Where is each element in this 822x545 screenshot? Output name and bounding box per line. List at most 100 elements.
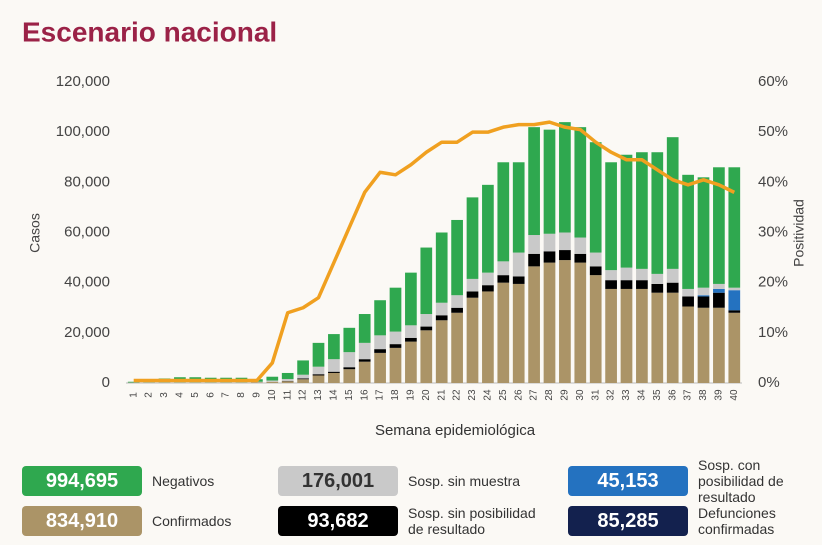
y-tick-label: 120,000 xyxy=(56,73,110,90)
bar-segment xyxy=(713,167,725,284)
bar-segment xyxy=(589,275,602,383)
bar-segment xyxy=(266,381,279,383)
x-axis-label: Semana epidemiológica xyxy=(375,422,536,439)
bar-segment xyxy=(636,280,648,289)
bar-segment xyxy=(728,167,741,288)
bar-segment xyxy=(312,342,325,367)
legend-total: 834,910 xyxy=(22,506,142,536)
bar-segment xyxy=(574,253,587,263)
legend-label: Negativos xyxy=(152,473,215,489)
bar-segment xyxy=(528,127,540,236)
bar-segment xyxy=(713,292,725,308)
bar-segment xyxy=(297,378,309,380)
bar-segment xyxy=(158,382,171,383)
bar-segment xyxy=(312,366,325,375)
x-tick-label: 17 xyxy=(375,389,386,401)
bar-segment xyxy=(589,142,602,253)
y-tick-label: 100,000 xyxy=(56,123,110,140)
x-tick-label: 32 xyxy=(606,389,617,401)
bar-segment xyxy=(651,283,664,293)
bar-segment xyxy=(497,275,510,283)
x-tick-label: 23 xyxy=(467,389,478,401)
positivity-line xyxy=(133,120,736,383)
legend-total: 994,695 xyxy=(22,466,142,496)
bar-segment xyxy=(405,325,417,338)
bar-segment xyxy=(543,262,556,383)
x-tick-label: 19 xyxy=(406,389,417,401)
bar-segment xyxy=(343,367,356,370)
x-tick-label: 34 xyxy=(637,389,648,401)
bar-segment xyxy=(636,152,648,269)
x-tick-label: 11 xyxy=(282,389,293,400)
bar-segment xyxy=(297,379,309,383)
bar-segment xyxy=(697,177,710,288)
x-tick-label: 1 xyxy=(128,392,139,398)
bar-segment xyxy=(389,344,402,348)
bar-segment xyxy=(666,137,679,269)
bar-segment xyxy=(512,283,525,383)
bar-segment xyxy=(713,288,725,293)
y2-tick-label: 20% xyxy=(758,274,788,291)
bar-segment xyxy=(343,369,356,383)
bar-segment xyxy=(389,331,402,345)
bar-segment xyxy=(451,312,463,383)
bar-segment xyxy=(543,129,556,234)
bar-segment xyxy=(666,292,679,383)
bar-segment xyxy=(420,314,433,327)
bar-segment xyxy=(574,237,587,254)
bar-segment xyxy=(497,162,510,262)
legend-label: Sosp. con posibilidad de resultado xyxy=(698,457,784,505)
bar-segment xyxy=(420,330,433,383)
x-tick-label: 10 xyxy=(267,389,278,401)
bar-segment xyxy=(466,197,479,279)
bar-segment xyxy=(374,349,386,353)
y2-tick-label: 30% xyxy=(758,223,788,240)
bar-segment xyxy=(420,247,433,315)
bar-segment xyxy=(358,359,371,362)
x-tick-label: 7 xyxy=(221,392,232,398)
y-tick-label: 0 xyxy=(102,374,110,391)
bar-segment xyxy=(651,152,664,274)
x-tick-label: 3 xyxy=(159,392,170,398)
bar-segment xyxy=(374,352,386,383)
x-tick-label: 40 xyxy=(729,389,740,401)
bar-segment xyxy=(728,290,741,311)
x-tick-label: 24 xyxy=(483,389,494,401)
bar-segment xyxy=(328,371,340,373)
bar-segment xyxy=(389,287,402,332)
bar-segment xyxy=(189,382,202,383)
y2-tick-label: 50% xyxy=(758,123,788,140)
bar-segment xyxy=(482,184,494,273)
bar-segment xyxy=(713,307,725,383)
bar-segment xyxy=(605,280,617,289)
legend-total: 176,001 xyxy=(278,466,398,496)
bar-segment xyxy=(605,162,617,271)
bar-segment xyxy=(589,252,602,267)
x-tick-label: 26 xyxy=(513,389,524,401)
x-tick-label: 6 xyxy=(205,392,216,398)
bar-segment xyxy=(697,295,710,297)
x-tick-label: 8 xyxy=(236,392,247,398)
y-axis-label: Casos xyxy=(27,213,43,253)
legend-label: Confirmados xyxy=(152,513,232,529)
bar-segment xyxy=(435,315,448,321)
legend-label: Defunciones confirmadas xyxy=(698,505,776,537)
bar-segment xyxy=(651,273,664,284)
bar-segment xyxy=(297,360,309,375)
bar-segment xyxy=(728,310,741,313)
bar-segment xyxy=(543,233,556,252)
legend-label: Sosp. sin posibilidad de resultado xyxy=(408,505,536,537)
bar-segment xyxy=(559,260,571,383)
bar-segment xyxy=(343,327,356,353)
legend-label: Sosp. sin muestra xyxy=(408,473,521,489)
bar-segment xyxy=(497,261,510,276)
bar-segment xyxy=(451,307,463,313)
x-tick-label: 38 xyxy=(698,389,709,401)
bar-segment xyxy=(543,251,556,263)
legend-total: 45,153 xyxy=(568,466,688,496)
x-tick-label: 30 xyxy=(575,389,586,401)
bar-segment xyxy=(574,127,587,238)
bar-segment xyxy=(466,291,479,298)
y-tick-label: 60,000 xyxy=(64,223,110,240)
x-tick-label: 35 xyxy=(652,389,663,401)
